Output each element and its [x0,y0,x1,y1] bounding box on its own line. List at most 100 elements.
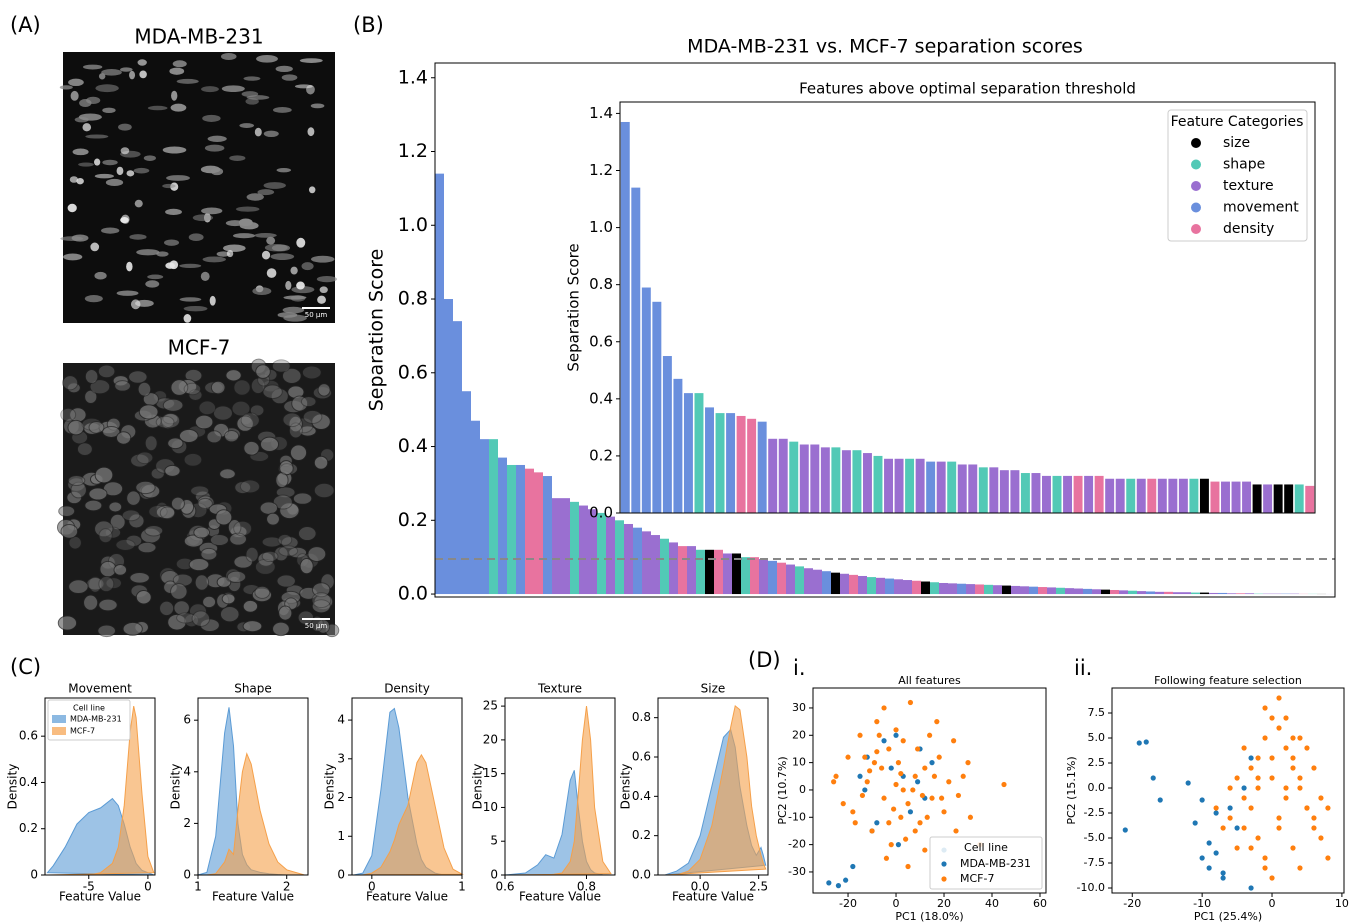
scatter-point [903,836,909,842]
cell [89,379,111,395]
scatter-point [1276,725,1282,731]
cell [296,237,306,248]
bar [1146,591,1155,595]
scatter-point [1290,735,1296,741]
cell [188,603,208,620]
cell [167,613,187,631]
cell [67,475,86,487]
scatter-point [898,770,904,777]
y-tick-label: 0.6 [632,750,651,764]
y-tick-label: 0 [799,783,806,796]
cell [125,534,143,547]
y-tick-label: 0.2 [632,828,651,842]
bar [1294,484,1304,513]
cell [313,482,335,499]
cell [292,492,313,505]
image-title: MDA-MB-231 [134,25,263,49]
bar [1157,478,1167,513]
bar [615,520,624,595]
scatter-point [1311,825,1317,831]
cell [162,183,176,189]
y-tick-label: -7.5 [1084,856,1105,869]
cell [170,103,187,112]
cell [121,509,141,522]
bar [1119,590,1128,595]
bar [624,523,633,595]
bar [480,439,489,595]
cell [72,148,89,156]
cell [138,404,159,420]
bar [1252,484,1262,513]
scatter-point [881,795,887,801]
bar [831,572,840,595]
bar [778,438,788,513]
cell [204,144,225,152]
cell [319,286,328,294]
legend-label: size [1223,135,1250,151]
y-tick-label: -30 [788,865,806,878]
cell [136,451,154,465]
y-tick-label: 15 [483,766,498,780]
cell [94,158,101,166]
cell [242,620,263,633]
y-tick-label: 25 [483,699,498,713]
scatter-point [893,732,899,738]
cell [57,615,78,631]
cell [202,114,221,122]
cell [102,426,121,438]
bar [777,562,786,595]
cell [155,505,176,520]
cell [133,167,150,174]
cell [262,384,283,400]
y-axis-label: Density [619,764,633,810]
cell [170,379,189,396]
cell [109,513,126,531]
cell [60,523,79,539]
panel-label: (C) [10,655,41,679]
cell [98,73,106,80]
y-tick-label: -5.0 [1084,831,1105,844]
bar [849,574,858,595]
image-title: MCF-7 [168,336,231,360]
cell [128,513,145,529]
scatter-point [874,719,880,725]
bar [1199,478,1209,513]
chart-title: Features above optimal separation thresh… [799,80,1136,98]
density-area [353,753,464,876]
scatter-point [955,792,962,799]
bar [498,457,507,595]
scatter-point [1255,835,1261,841]
bar [1189,478,1199,513]
scatter-point [1290,765,1296,771]
bar [694,393,704,513]
scatter-point [967,814,974,820]
cell [311,413,331,431]
bar [525,468,534,595]
chart-title: MDA-MB-231 vs. MCF-7 separation scores [687,36,1083,58]
scatter-point [1185,780,1191,786]
cell [212,405,233,421]
cell [68,78,84,87]
bar [1147,478,1157,513]
scatter-point [1255,775,1261,781]
scatter-point [879,765,885,771]
bar [1231,481,1241,513]
scatter-point [1269,755,1275,761]
legend-label: MDA-MB-231 [960,857,1031,870]
legend-marker [1191,159,1201,170]
cell [155,415,175,429]
scatter-point [874,749,880,755]
cell [179,297,202,302]
bar [633,527,642,595]
cell [279,463,295,476]
bar [669,542,678,595]
bar [651,535,660,595]
y-tick-label: 1.2 [398,140,428,162]
bar [543,476,552,595]
y-tick-label: 20 [483,732,498,746]
cell [275,472,289,489]
cell [259,501,278,515]
scatter-point [1157,797,1163,803]
cell [233,379,251,396]
scatter-point [919,792,926,799]
